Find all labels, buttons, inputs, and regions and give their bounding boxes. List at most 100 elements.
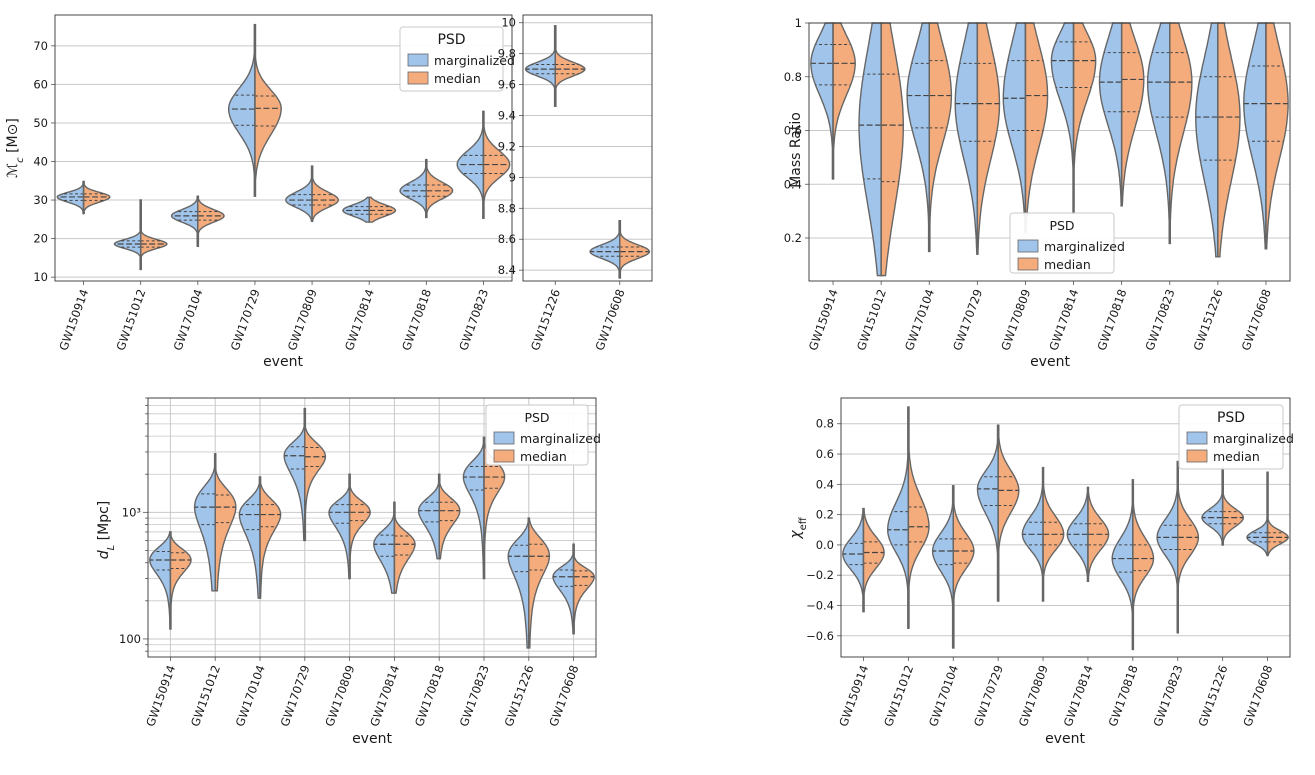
violin-half-marginalized-GW170809 [1002,22,1027,234]
legend-label-median: median [1044,257,1091,272]
ylabel-subscript: eff [798,516,809,530]
x-axis-label: event [263,354,303,370]
xtick-label: GW170608 [1240,663,1275,728]
ylabel-symbol: χ [788,530,804,540]
x-axis-label: event [352,731,392,747]
xtick-label: GW151226 [1195,663,1230,728]
violin-GW151226 [524,25,586,107]
violin-GW170814 [342,196,397,223]
plot-area [523,15,652,281]
legend-label-median: median [520,449,567,464]
violin-GW151012 [113,199,168,271]
ytick-label: 9 [509,170,516,184]
xtick-label: GW150914 [143,663,178,728]
legend-label-marginalized: marginalized [1044,239,1125,254]
violin-GW170823 [462,436,506,580]
violin-half-marginalized-GW151226 [507,517,530,649]
violin-half-marginalized-GW170823 [1146,22,1171,245]
ytick-label: 0.2 [816,508,834,522]
ytick-label: 9.8 [498,47,516,61]
legend: PSD marginalized median [485,404,601,466]
xtick-label: GW170809 [285,287,320,352]
xtick-label: GW151012 [881,663,916,728]
violin-GW151226 [1201,466,1245,546]
axes-frame [840,397,1291,658]
ytick-label: 20 [33,232,48,246]
ytick-label: 50 [33,116,48,130]
ylabel-symbol: d [96,550,112,559]
legend-title: PSD [1049,218,1074,233]
xtick-label: GW170809 [322,663,357,728]
xtick-label: GW170814 [1061,663,1096,728]
ytick-label: 0.0 [816,538,834,552]
ytick-label: 30 [33,193,48,207]
legend-title: PSD [1217,410,1245,426]
legend-swatch-median [407,71,429,85]
panel-effective-spin: −0.6 −0.4 −0.2 0.0 0.2 0.4 0.6 0.8 GW150914 GW151… [788,397,1294,747]
xtick-label: GW151226 [502,663,537,728]
y-axis-label: χeff [788,516,809,539]
xtick-label: GW170729 [971,663,1006,728]
violin-half-median-GW170818 [1120,22,1145,207]
ytick-label: 8.8 [498,201,516,215]
ytick-label: −0.6 [806,629,834,643]
ytick-label: 70 [33,39,48,53]
violin-GW170608 [589,219,651,279]
violin-GW170104 [906,22,953,253]
violin-half-marginalized-GW151226 [1194,22,1219,258]
xtick-label: GW170823 [457,663,492,728]
legend-swatch-marginalized [407,53,429,67]
y-axis-label: ℳc [M⊙] [5,118,26,178]
violin-GW170729 [954,22,1001,255]
violin-half-marginalized-GW151012 [858,22,882,277]
xtick-label: GW170729 [950,287,985,352]
ytick-label: 0.4 [784,177,802,191]
legend-label-median: median [434,71,481,86]
y-axis-label: dL [Mpc] [96,501,117,560]
xtick-label: GW150914 [806,287,841,352]
grid [519,22,652,271]
violin-GW170608 [1243,22,1289,250]
ytick-label: 0.8 [816,417,834,431]
violin-half-median-GW170814 [368,196,397,223]
xtick-label: GW170608 [1239,287,1274,352]
ytick-label: 100 [119,632,141,646]
violin-half-median-GW151226 [528,517,551,649]
legend-title: PSD [524,410,549,425]
legend: PSD marginalized median [399,26,515,92]
violin-GW170814 [1066,486,1110,583]
ytick-label: 40 [33,154,48,168]
violin-GW170818 [417,473,461,560]
legend-swatch-marginalized [493,431,515,445]
axes-frame [54,14,513,282]
ytick-label: 10³ [122,505,142,519]
violin-GW170729 [283,407,327,542]
violin-half-marginalized-GW170729 [954,22,979,255]
violin-half-median-GW170104 [259,476,282,599]
ytick-label: 10 [33,270,48,284]
xtick-label: GW170818 [1094,287,1129,352]
x-axis-label: event [1045,731,1085,747]
legend-label-marginalized: marginalized [1213,431,1294,446]
x-axis-label: event [1030,354,1070,370]
violin-half-median-GW151012 [880,22,904,277]
ytick-label: 8.4 [498,263,516,277]
ytick-label: −0.4 [806,599,834,613]
legend: PSD marginalized median [1009,212,1125,274]
ylabel-subscript: L [106,545,117,551]
violin-GW170818 [399,158,454,219]
violin-GW170729 [976,424,1020,602]
xtick-label: GW170104 [233,663,268,728]
xtick-label: GW170608 [592,287,627,352]
xtick-label: GW151012 [113,287,148,352]
violin-GW150914 [810,22,856,180]
violin-half-median-GW170608 [1265,22,1289,250]
violin-GW170823 [456,110,511,219]
xtick-label: GW170729 [278,663,313,728]
xtick-label: GW170608 [546,663,581,728]
xtick-label: GW170814 [367,663,402,728]
ytick-label: −0.2 [806,568,834,582]
violin-GW170823 [1156,460,1200,634]
xtick-label: GW170809 [998,287,1033,352]
ytick-label: 9.4 [498,109,516,123]
